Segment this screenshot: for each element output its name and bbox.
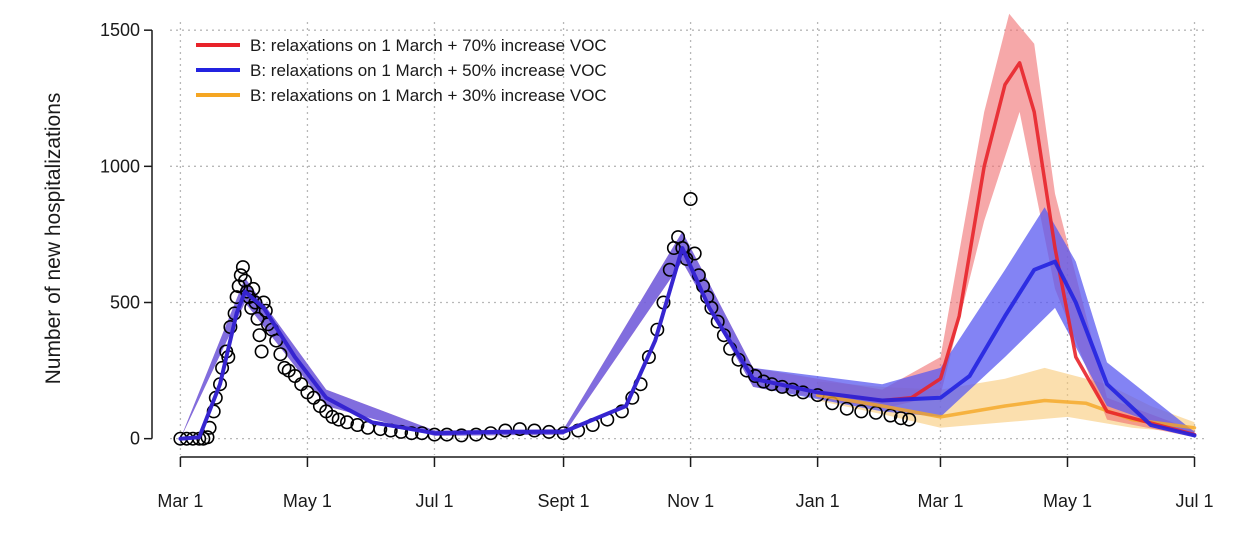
- x-tick-label: Jul 1: [1175, 491, 1213, 511]
- observed-point: [238, 273, 253, 288]
- observed-point: [325, 409, 340, 424]
- observed-point: [687, 246, 702, 261]
- observed-point: [839, 401, 854, 416]
- x-tick-label: Nov 1: [667, 491, 714, 511]
- series-lines: [178, 61, 1197, 441]
- x-tick-label: Mar 1: [917, 491, 963, 511]
- legend-label-2: B: relaxations on 1 March + 50% increase…: [250, 61, 607, 80]
- observed-point: [258, 303, 273, 318]
- observed-point: [902, 412, 917, 427]
- axes: 0 500 1000 1500 Mar 1 May 1 Jul 1 Sept 1 Nov 1 Ja…: [100, 20, 1214, 511]
- series-band-2: [180, 207, 1195, 439]
- observed-point: [235, 260, 250, 275]
- observed-point: [277, 360, 292, 375]
- legend-label-3: B: relaxations on 1 March + 30% increase…: [250, 86, 607, 105]
- observed-point: [246, 281, 261, 296]
- x-tick-label: May 1: [283, 491, 332, 511]
- y-tick-label: 500: [110, 292, 140, 312]
- observed-point: [350, 417, 365, 432]
- observed-point: [254, 344, 269, 359]
- uncertainty-bands: [180, 13, 1195, 439]
- observed-point: [512, 422, 527, 437]
- x-tick-label: May 1: [1043, 491, 1092, 511]
- observed-point: [469, 427, 484, 442]
- observed-point: [893, 411, 908, 426]
- x-tick-label: Mar 1: [157, 491, 203, 511]
- observed-point: [273, 347, 288, 362]
- observed-point: [454, 428, 469, 443]
- legend-label-1: B: relaxations on 1 March + 70% increase…: [250, 36, 607, 55]
- y-axis-label: Number of new hospitalizations: [42, 93, 65, 385]
- observed-point: [331, 412, 346, 427]
- observed-points: [173, 192, 917, 446]
- observed-point: [710, 314, 725, 329]
- x-tick-label: Sept 1: [538, 491, 590, 511]
- x-tick-label: Jul 1: [415, 491, 453, 511]
- observed-point: [294, 377, 309, 392]
- y-tick-label: 0: [130, 429, 140, 449]
- x-tick-label: Jan 1: [796, 491, 840, 511]
- observed-point: [339, 415, 354, 430]
- legend: B: relaxations on 1 March + 70% increase…: [196, 36, 607, 105]
- y-tick-label: 1000: [100, 156, 140, 176]
- observed-point: [404, 426, 419, 441]
- observed-point: [252, 328, 267, 343]
- y-tick-label: 1500: [100, 20, 140, 40]
- observed-point: [683, 192, 698, 207]
- observed-point: [248, 295, 263, 310]
- observed-point: [854, 404, 869, 419]
- series-line-2: [178, 246, 1197, 441]
